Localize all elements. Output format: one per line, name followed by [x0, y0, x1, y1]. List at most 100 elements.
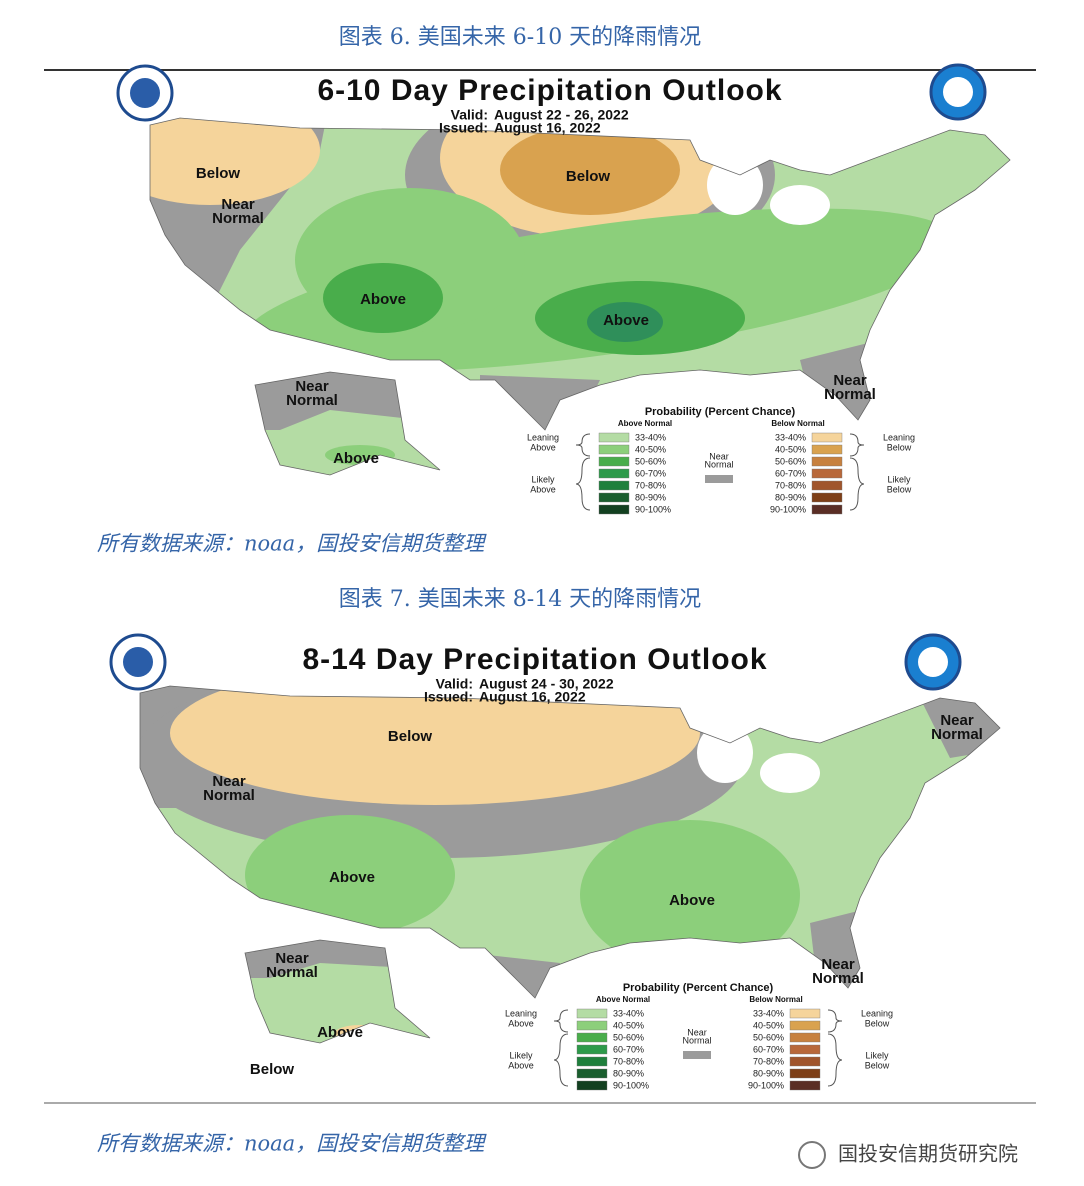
legend-swatch	[789, 1020, 821, 1031]
outlook-zone	[580, 820, 800, 970]
legend-swatch	[811, 468, 843, 479]
map	[139, 685, 1001, 1044]
outlook-zone	[323, 263, 443, 333]
region-label: Normal	[266, 964, 318, 981]
legend-swatch	[576, 1032, 608, 1043]
brace	[827, 1033, 843, 1087]
legend-group: Leaning	[527, 432, 559, 442]
outline	[254, 371, 441, 476]
legend-range: 50-60%	[775, 456, 806, 466]
issued-date: August 16, 2022	[479, 689, 586, 705]
figure-caption: 图表 7. 美国未来 8-14 天的降雨情况	[339, 587, 701, 612]
brace	[827, 1009, 843, 1033]
legend-heading: Above Normal	[618, 419, 672, 428]
region-label: Near	[212, 773, 246, 790]
great-lakes	[770, 185, 830, 225]
legend-range: 90-100%	[635, 504, 671, 514]
issued-label: Issued:	[424, 689, 473, 705]
region-label: Below	[250, 1061, 295, 1078]
map	[149, 117, 1011, 476]
valid-label: Valid:	[451, 107, 488, 123]
source-note: 所有数据来源：noaa，国投安信期货整理	[97, 532, 487, 556]
issued-date: August 16, 2022	[494, 120, 601, 136]
legend-range: 80-90%	[635, 492, 666, 502]
region-label: Normal	[212, 210, 264, 227]
outline	[149, 117, 1011, 431]
legend-group: Above	[508, 1060, 534, 1070]
issued-label: Issued:	[439, 120, 488, 136]
outlook-zone	[500, 125, 680, 215]
legend-swatch	[705, 475, 733, 483]
legend-swatch	[683, 1051, 711, 1059]
brace	[849, 433, 865, 457]
legend-range: 50-60%	[613, 1032, 644, 1042]
logo-inner	[918, 647, 948, 677]
legend-group: Normal	[704, 459, 733, 469]
legend-group: Below	[865, 1060, 890, 1070]
legend-swatch	[598, 504, 630, 515]
brace	[575, 433, 591, 457]
legend-swatch	[598, 456, 630, 467]
logo-inner	[130, 78, 160, 108]
brace	[849, 457, 865, 511]
region-label: Near	[295, 378, 329, 395]
great-lakes	[707, 155, 763, 215]
legend-swatch	[789, 1008, 821, 1019]
region-label: Normal	[203, 787, 255, 804]
great-lakes	[760, 753, 820, 793]
brace	[553, 1033, 569, 1087]
legend-swatch	[789, 1080, 821, 1091]
legend-range: 33-40%	[753, 1008, 784, 1018]
alaska	[255, 372, 440, 475]
legend-range: 60-70%	[775, 468, 806, 478]
logo-inner	[123, 647, 153, 677]
region-label: Above	[333, 450, 379, 467]
brace	[553, 1009, 569, 1033]
legend-range: 90-100%	[770, 504, 806, 514]
region-label: Below	[388, 728, 433, 745]
region-label: Near	[221, 196, 255, 213]
legend-swatch	[789, 1032, 821, 1043]
region-label: Near	[940, 712, 974, 729]
watermark: 国投安信期货研究院	[838, 1142, 1018, 1166]
legend-title: Probability (Percent Chance)	[623, 982, 774, 994]
logo-inner	[943, 77, 973, 107]
legend-swatch	[598, 444, 630, 455]
legend-range: 33-40%	[613, 1008, 644, 1018]
legend-heading: Above Normal	[596, 995, 650, 1004]
legend-group: Leaning	[861, 1008, 893, 1018]
legend-range: 40-50%	[613, 1020, 644, 1030]
legend-group: Below	[887, 442, 912, 452]
legend-range: 40-50%	[753, 1020, 784, 1030]
legend-group: Leaning	[883, 432, 915, 442]
legend-range: 80-90%	[613, 1068, 644, 1078]
legend-group: Near	[709, 451, 729, 461]
legend-swatch	[598, 468, 630, 479]
legend-range: 60-70%	[753, 1044, 784, 1054]
outlook-zone	[480, 375, 600, 430]
legend-range: 70-80%	[753, 1056, 784, 1066]
region-label: Near	[833, 372, 867, 389]
region-label: Near	[821, 956, 855, 973]
region-label: Near	[275, 950, 309, 967]
legend-group: Below	[865, 1018, 890, 1028]
legend-title: Probability (Percent Chance)	[645, 406, 796, 418]
legend-group: Above	[530, 442, 556, 452]
legend-range: 50-60%	[635, 456, 666, 466]
legend-swatch	[811, 504, 843, 515]
wechat-icon	[798, 1141, 826, 1169]
legend-swatch	[576, 1008, 608, 1019]
legend-group: Below	[887, 484, 912, 494]
legend-group: Above	[530, 484, 556, 494]
legend-group: Likely	[865, 1050, 889, 1060]
legend-group: Normal	[682, 1035, 711, 1045]
legend-swatch	[598, 480, 630, 491]
legend-swatch	[789, 1056, 821, 1067]
legend-range: 60-70%	[635, 468, 666, 478]
outlook-zone	[245, 815, 455, 935]
legend-range: 33-40%	[775, 432, 806, 442]
region-label: Above	[329, 869, 375, 886]
legend-range: 50-60%	[753, 1032, 784, 1042]
valid-date: August 22 - 26, 2022	[494, 107, 629, 123]
